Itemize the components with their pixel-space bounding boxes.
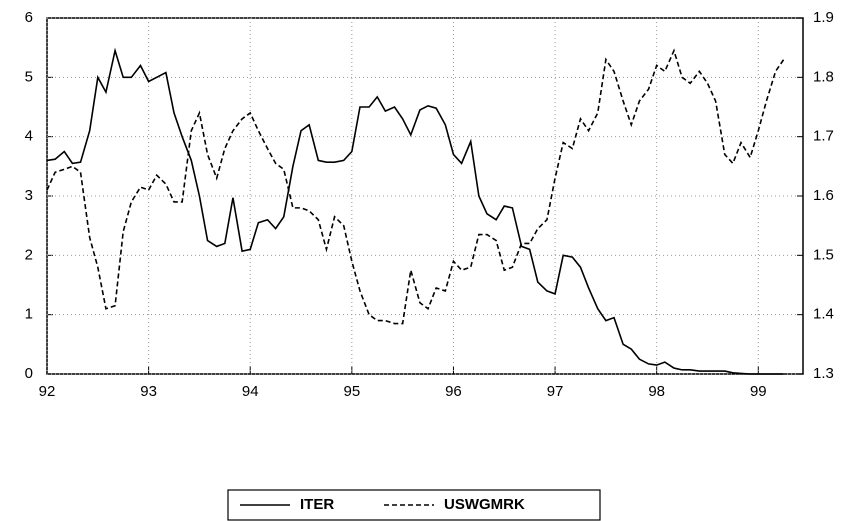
legend-box [227,489,601,521]
y2-tick-label: 1.7 [813,128,834,145]
y2-tick-label: 1.5 [813,246,834,263]
x-tick-label: 92 [39,383,56,400]
x-tick-label: 98 [648,383,665,400]
x-tick-label: 95 [343,383,360,400]
legend-label: USWGMRK [444,496,525,513]
y-tick-label: 1 [25,306,33,323]
legend [227,489,601,521]
y-tick-label: 6 [25,9,33,26]
series-line [46,47,784,375]
y2-tick-label: 1.6 [813,187,834,204]
plot-frame [46,17,804,375]
x-tick-label: 97 [547,383,564,400]
y2-tick-label: 1.8 [813,68,834,85]
y2-tick-label: 1.9 [813,9,834,26]
y2-tick-label: 1.4 [813,306,834,323]
legend-label: ITER [300,496,334,513]
y-tick-label: 2 [25,246,33,263]
y-tick-label: 3 [25,187,33,204]
y2-tick-label: 1.3 [813,365,834,382]
x-tick-label: 94 [242,383,259,400]
x-tick-label: 96 [445,383,462,400]
y-tick-label: 5 [25,68,33,85]
x-tick-label: 99 [750,383,767,400]
y-tick-label: 4 [25,128,33,145]
x-tick-label: 93 [140,383,157,400]
y-tick-label: 0 [25,365,33,382]
series-line [46,48,785,325]
